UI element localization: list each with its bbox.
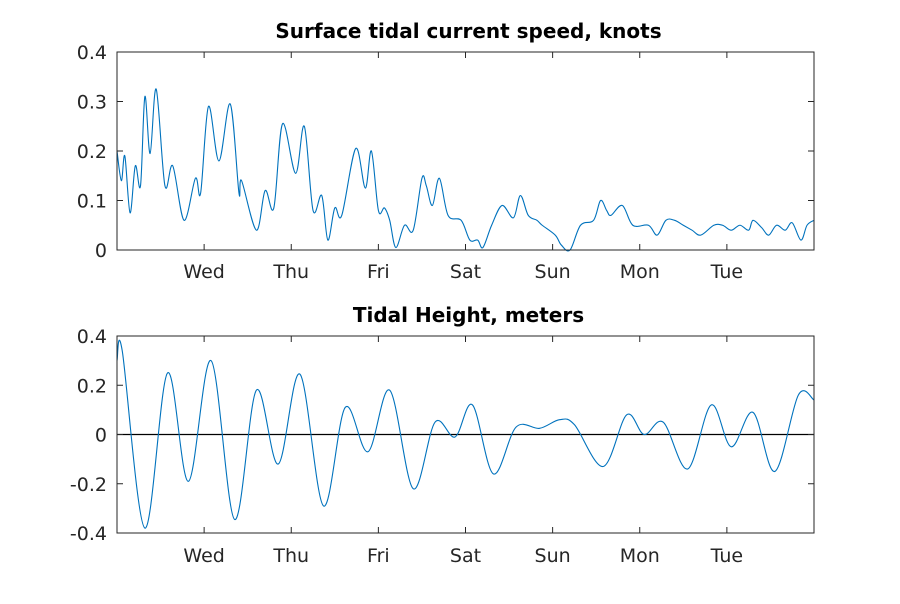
y-tick-label: 0.4 [77, 42, 107, 64]
x-tick-label: Wed [183, 261, 224, 283]
y-tick-label: 0.3 [77, 92, 107, 114]
chart-panel-tidal-height: -0.4 -0.2 0 0.2 0.4 Wed Thu Fri Sat Sun Mon Tue Tida… [70, 303, 815, 567]
x-tick-label: Wed [183, 545, 224, 567]
x-tick-label: Mon [620, 261, 660, 283]
x-tick-label: Sun [535, 261, 571, 283]
y-tick-label: 0.2 [77, 141, 107, 163]
x-tick-label: Thu [272, 545, 309, 567]
y-tick-label: -0.2 [70, 474, 107, 496]
y-tick-label: 0.1 [77, 191, 107, 213]
x-tick-label: Sat [450, 261, 481, 283]
y-tick-label: 0.4 [77, 326, 107, 348]
y-tick-label: 0 [95, 425, 107, 447]
y-tick-label: 0 [95, 240, 107, 262]
x-tick-label: Sat [450, 545, 481, 567]
x-tick-label: Tue [710, 545, 743, 567]
x-tick-label: Mon [620, 545, 660, 567]
chart-title: Tidal Height, meters [353, 303, 584, 327]
x-tick-label: Sun [535, 545, 571, 567]
chart-title: Surface tidal current speed, knots [275, 19, 661, 43]
series-line-1 [116, 88, 815, 252]
x-tick-label: Fri [367, 545, 390, 567]
y-tick-label: 0.2 [77, 375, 107, 397]
chart-panel-current-speed: 0 0.1 0.2 0.3 0.4 Wed Thu Fri Sat Sun Mon Tue Surfac… [77, 19, 815, 283]
x-tick-label: Tue [710, 261, 743, 283]
series-line-1 [116, 340, 815, 529]
x-tick-label: Thu [272, 261, 309, 283]
x-tick-label: Fri [367, 261, 390, 283]
y-tick-label: -0.4 [70, 523, 107, 545]
plot-area [117, 52, 814, 250]
